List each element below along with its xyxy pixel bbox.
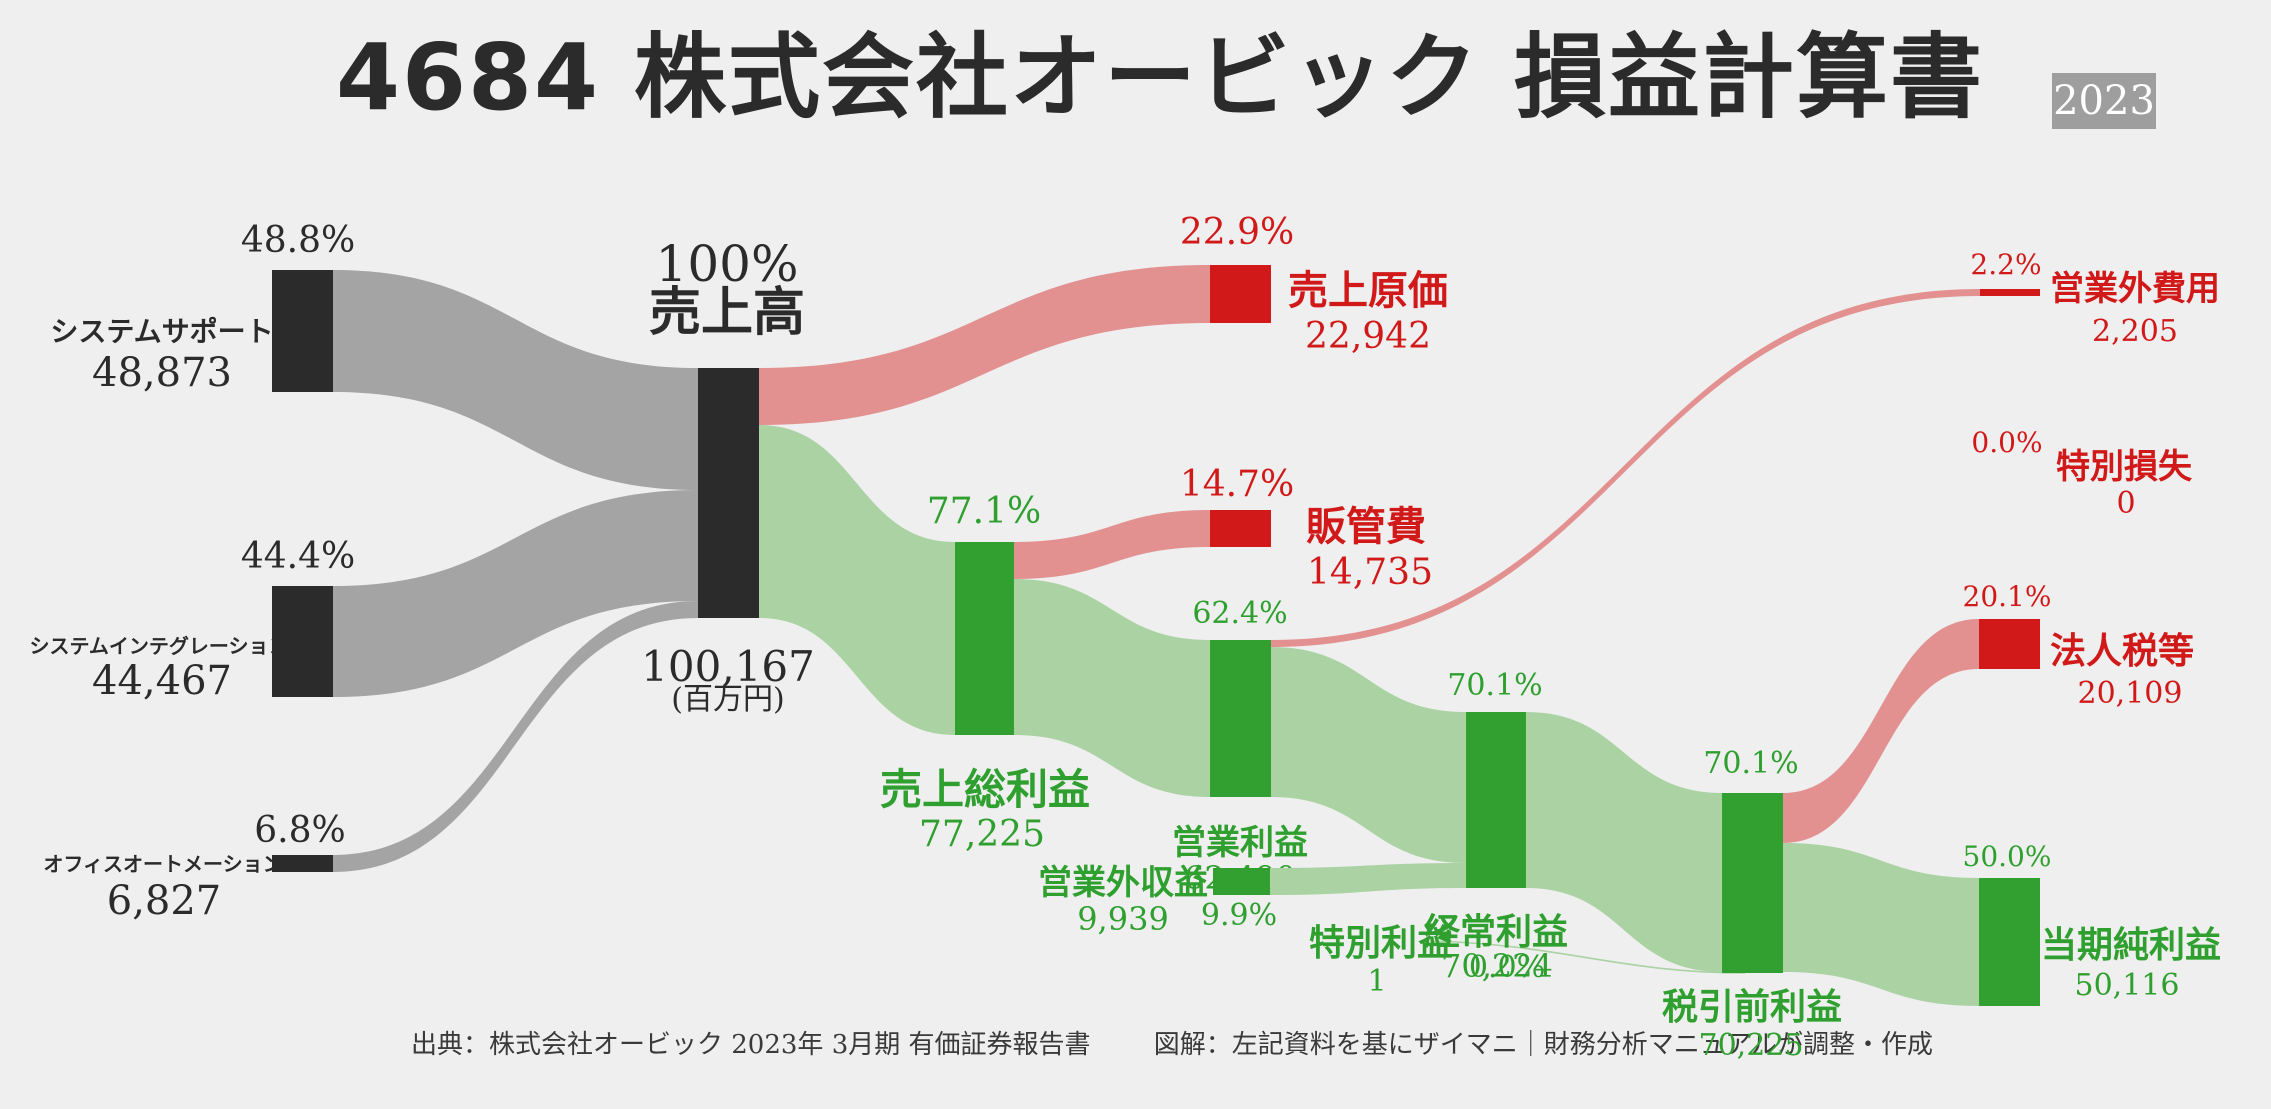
label-income-taxes: 法人税等 [2049,631,2195,672]
value-system-integration: 44,467 [92,658,232,704]
node-gross-profit [955,542,1014,735]
value-net-profit: 50,116 [2074,968,2180,1003]
footer-credit: 図解：左記資料を基にザイマニ｜財務分析マニュアルが調整・作成 [1153,1030,1934,1060]
value-system-support: 48,873 [92,350,232,396]
label-extraordinary-income: 特別利益 [1308,923,1454,964]
node-non-operating-expenses [1980,289,2040,296]
percent-system-integration: 44.4% [240,536,356,577]
node-operating-profit [1210,640,1271,797]
node-pretax-profit [1722,793,1783,973]
node-system-integration [272,586,333,697]
node-office-automation [272,855,333,872]
percent-gross-profit: 77.1% [926,491,1042,532]
label-operating-profit: 営業利益 [1172,823,1308,863]
value-gross-profit: 77,225 [919,814,1045,855]
value-office-automation: 6,827 [106,878,222,924]
label-pretax-profit: 税引前利益 [1661,987,1843,1028]
flow-non-operating-income-to-ordinary-profit [1270,863,1466,895]
flow-system-integration-to-sales [333,490,698,697]
flow-operating-profit-to-ordinary-profit [1271,647,1466,863]
flow-operating-profit-to-non-operating-expenses [1271,289,1980,647]
flow-gross-profit-to-operating-profit [1014,579,1210,797]
label-cogs: 売上原価 [1288,268,1448,314]
label-non-operating-expenses: 営業外費用 [2050,269,2220,309]
label-non-operating-income: 営業外収益 [1038,863,1208,903]
flow-pretax-profit-to-net-profit [1783,843,1979,1006]
label-net-profit: 当期純利益 [2040,925,2222,966]
value-ordinary-profit: 70,224 [1441,947,1553,985]
node-ordinary-profit [1466,712,1526,888]
percent-extraordinary-income: 0.0% [1468,950,1546,985]
flow-extraordinary-income-to-pretax-profit [1429,940,1746,974]
node-sga [1210,510,1271,547]
value-cogs: 22,942 [1305,316,1431,357]
flow-office-automation-to-sales [333,601,698,872]
page-title: 4684 株式会社オービック 損益計算書 [335,24,1985,131]
value-sga: 14,735 [1307,552,1433,593]
percent-ordinary-profit: 70.1% [1447,668,1543,703]
node-sales [698,368,759,618]
percent-cogs: 22.9% [1179,212,1295,253]
flow-ordinary-profit-to-pretax-profit [1526,712,1722,972]
value-extraordinary-income: 1 [1367,964,1387,999]
unit-note: (百万円) [671,682,785,717]
percent-pretax-profit: 70.1% [1703,746,1799,781]
percent-office-automation: 6.8% [254,810,346,851]
percent-system-support: 48.8% [240,220,356,261]
flow-gross-profit-to-sga [1014,510,1210,579]
footer-source: 出典：株式会社オービック 2023年 3月期 有価証券報告書 [410,1030,1091,1060]
value-extraordinary-loss: 0 [2116,486,2136,521]
year-badge: 2023 [2052,73,2156,129]
percent-net-profit: 50.0% [1962,840,2052,873]
label-extraordinary-loss: 特別損失 [2056,447,2192,487]
footer: 出典：株式会社オービック 2023年 3月期 有価証券報告書 図解：左記資料を基… [410,1030,1934,1060]
value-pretax-profit: 70,225 [1698,1028,1804,1063]
node-cogs [1210,265,1271,323]
percent-non-operating-income: 9.9% [1200,898,1278,933]
node-non-operating-income [1213,868,1270,895]
label-office-automation: オフィスオートメーション [43,852,283,876]
percent-operating-profit: 62.4% [1192,596,1288,631]
percent-sga: 14.7% [1179,464,1295,505]
node-net-profit [1979,878,2040,1006]
value-sales: 100,167 [641,642,815,691]
percent-income-taxes: 20.1% [1962,580,2052,613]
label-sga: 販管費 [1306,504,1426,550]
flow-system-support-to-sales [333,270,698,490]
label-system-integration: システムインテグレーション [29,634,289,658]
label-ordinary-profit: 経常利益 [1423,912,1569,953]
flow-sales-to-cogs [759,265,1210,425]
percent-sales: 100% [655,235,799,293]
flow-sales-to-gross-profit [759,425,955,735]
label-system-support: システムサポート [50,315,274,348]
percent-non-operating-expenses: 2.2% [1970,248,2042,281]
node-system-support [272,270,333,392]
flow-pretax-profit-to-income-taxes [1783,619,1979,843]
value-income-taxes: 20,109 [2077,676,2183,711]
label-sales: 売上高 [648,283,806,343]
value-non-operating-income: 9,939 [1077,900,1169,938]
value-non-operating-expenses: 2,205 [2092,314,2178,349]
label-gross-profit: 売上総利益 [879,765,1091,814]
node-income-taxes [1979,619,2040,669]
percent-extraordinary-loss: 0.0% [1971,426,2043,459]
